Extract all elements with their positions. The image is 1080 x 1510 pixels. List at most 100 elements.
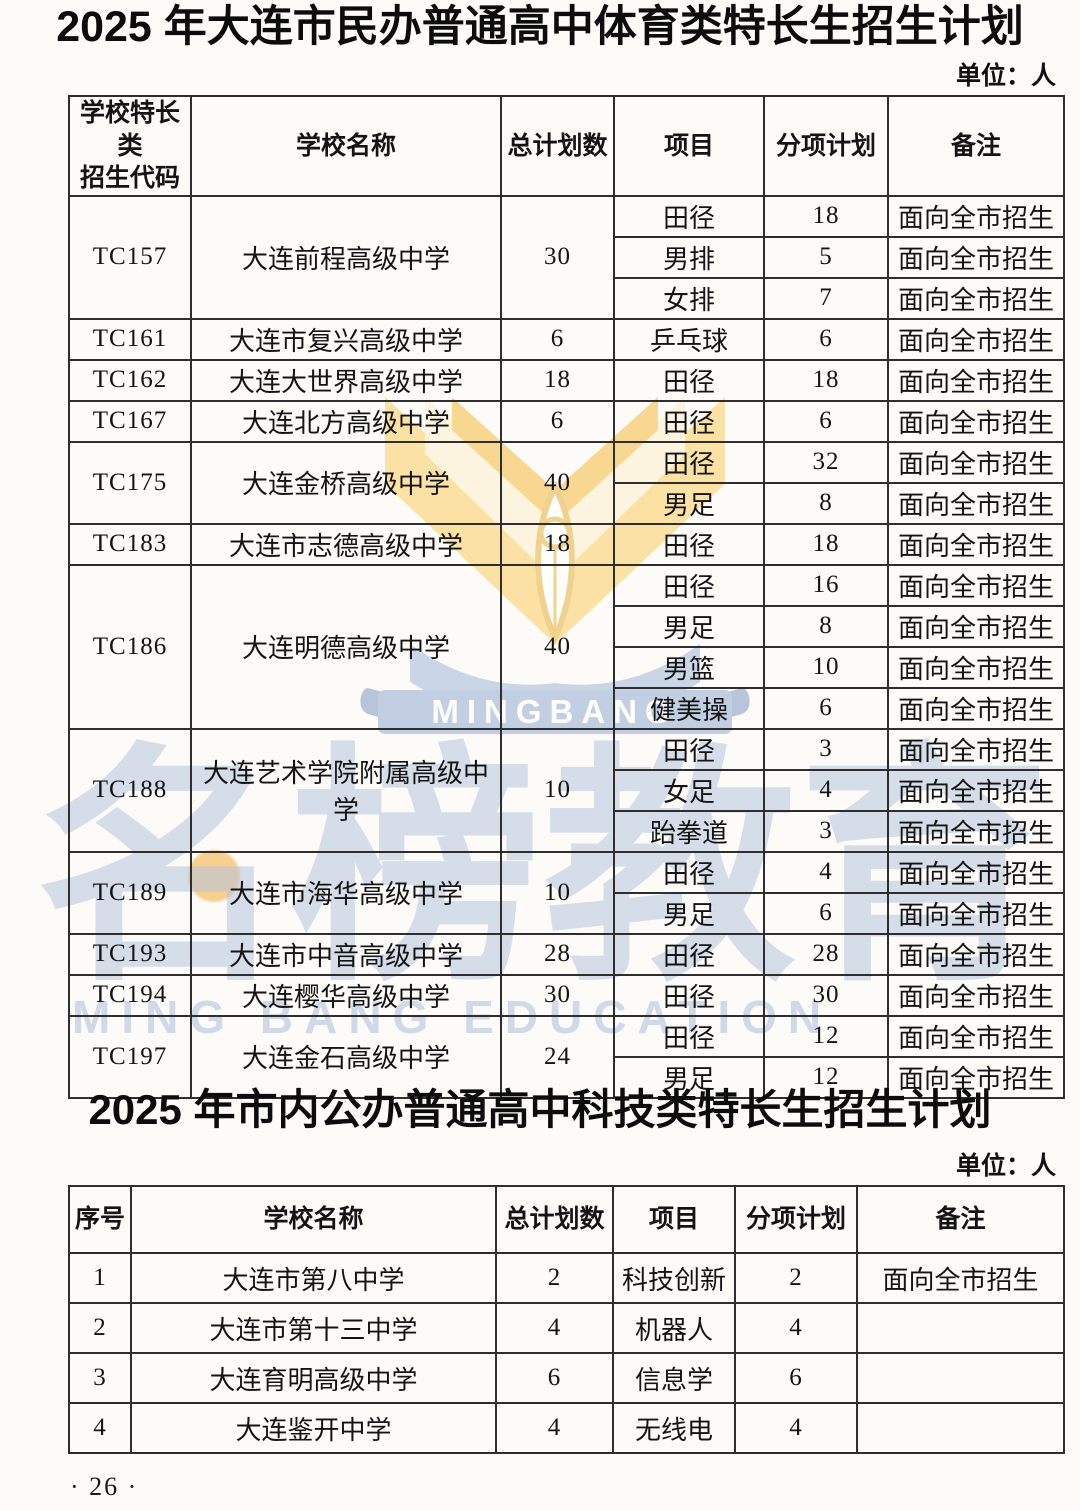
cell-school-name: 大连鉴开中学 <box>130 1402 497 1454</box>
cell-school-name: 大连金桥高级中学 <box>190 440 502 525</box>
table-row: TC157 大连前程高级中学 30 田径 18 面向全市招生 <box>68 194 1065 320</box>
cell-remark: 面向全市招生 <box>887 604 1065 648</box>
cell-sub-plan: 4 <box>734 1302 858 1354</box>
cell-sub-plan: 8 <box>763 481 889 525</box>
cell-remark: 面向全市招生 <box>887 440 1065 484</box>
cell-remark <box>856 1302 1065 1354</box>
cell-school-name: 大连前程高级中学 <box>190 194 502 320</box>
cell-sub-plan: 16 <box>763 563 889 607</box>
cell-school-code: TC183 <box>68 522 192 566</box>
cell-sub-plan: 18 <box>763 522 889 566</box>
sports-header-row: 学校特长类 招生代码 学校名称 总计划数 项目 分项计划 备注 <box>68 95 1065 197</box>
cell-sport: 乒乓球 <box>613 317 765 361</box>
cell-school-name: 大连育明高级中学 <box>130 1352 497 1404</box>
cell-school-name: 大连金石高级中学 <box>190 1014 502 1099</box>
cell-sub-plan: 12 <box>763 1055 889 1099</box>
cell-index: 3 <box>68 1352 132 1404</box>
cell-total-plan: 28 <box>500 932 615 976</box>
table-row: TC183 大连市志德高级中学 18 田径 18 面向全市招生 <box>68 522 1065 566</box>
cell-remark: 面向全市招生 <box>887 850 1065 894</box>
cell-total-plan: 40 <box>500 563 615 730</box>
cell-sport: 田径 <box>613 399 765 443</box>
cell-sport: 田径 <box>613 563 765 607</box>
unit-label-tech: 单位：人 <box>955 1152 1056 1180</box>
cell-remark: 面向全市招生 <box>887 1014 1065 1058</box>
cell-sub-plan: 10 <box>763 645 889 689</box>
cell-school-name: 大连明德高级中学 <box>190 563 502 730</box>
sports-plan-table: 学校特长类 招生代码 学校名称 总计划数 项目 分项计划 备注 TC157 大连前程高级中学… <box>68 95 1065 1099</box>
column-header: 总计划数 <box>500 95 615 197</box>
cell-sport: 田径 <box>613 932 765 976</box>
cell-sub-plan: 4 <box>734 1402 858 1454</box>
cell-school-name: 大连市复兴高级中学 <box>190 317 502 361</box>
table-row: TC194 大连樱华高级中学 30 田径 30 面向全市招生 <box>68 973 1065 1017</box>
cell-school-code: TC167 <box>68 399 192 443</box>
cell-school-name: 大连樱华高级中学 <box>190 973 502 1017</box>
cell-sport: 健美操 <box>613 686 765 730</box>
table-row: 1 大连市第八中学 2 科技创新 2 面向全市招生 <box>68 1252 1065 1304</box>
cell-sport: 田径 <box>613 194 765 238</box>
cell-total-plan: 10 <box>500 850 615 935</box>
cell-sub-plan: 4 <box>763 850 889 894</box>
table-row: 4 大连鉴开中学 4 无线电 4 <box>68 1402 1065 1454</box>
cell-school-code: TC162 <box>68 358 192 402</box>
cell-total-plan: 6 <box>500 399 615 443</box>
cell-remark: 面向全市招生 <box>887 522 1065 566</box>
cell-remark: 面向全市招生 <box>887 727 1065 771</box>
cell-school-name: 大连大世界高级中学 <box>190 358 502 402</box>
cell-sport: 男足 <box>613 604 765 648</box>
cell-sport: 男篮 <box>613 645 765 689</box>
cell-school-name: 大连市第八中学 <box>130 1252 497 1304</box>
cell-sub-plan: 3 <box>763 809 889 853</box>
cell-index: 4 <box>68 1402 132 1454</box>
cell-remark: 面向全市招生 <box>887 1055 1065 1099</box>
cell-remark: 面向全市招生 <box>887 563 1065 607</box>
cell-sub-plan: 2 <box>734 1252 858 1304</box>
table-row: TC186 大连明德高级中学 40 田径 16 面向全市招生 <box>68 563 1065 730</box>
cell-index: 1 <box>68 1252 132 1304</box>
cell-sub-plan: 28 <box>763 932 889 976</box>
cell-sub-plan: 4 <box>763 768 889 812</box>
cell-sport: 田径 <box>613 727 765 771</box>
cell-remark: 面向全市招生 <box>887 358 1065 402</box>
cell-total-plan: 30 <box>500 194 615 320</box>
column-header: 总计划数 <box>495 1185 614 1254</box>
cell-school-name: 大连市志德高级中学 <box>190 522 502 566</box>
cell-sub-plan: 6 <box>763 686 889 730</box>
cell-school-name: 大连市中音高级中学 <box>190 932 502 976</box>
cell-sub-plan: 6 <box>763 317 889 361</box>
cell-school-code: TC197 <box>68 1014 192 1099</box>
table-row: 女足 4 面向全市招生 <box>69 768 1065 812</box>
cell-project: 科技创新 <box>612 1252 736 1304</box>
cell-total-plan: 2 <box>495 1252 614 1304</box>
cell-sub-plan: 3 <box>763 727 889 771</box>
tech-plan-table: 序号 学校名称 总计划数 项目 分项计划 备注 1 大连市第八中学 2 科技创新 2 面向全市招生 2… <box>68 1185 1065 1454</box>
cell-project: 无线电 <box>612 1402 736 1454</box>
cell-school-code: TC186 <box>68 563 192 730</box>
cell-sport: 田径 <box>613 358 765 402</box>
cell-total-plan: 30 <box>500 973 615 1017</box>
table-row: TC162 大连大世界高级中学 18 田径 18 面向全市招生 <box>68 358 1065 402</box>
column-header: 项目 <box>613 95 765 197</box>
cell-school-code: TC175 <box>68 440 192 525</box>
unit-label-sports: 单位：人 <box>955 62 1056 90</box>
cell-school-name: 大连艺术学院附属高级中学 <box>190 727 502 853</box>
cell-sub-plan: 6 <box>763 891 889 935</box>
column-header: 学校名称 <box>130 1185 497 1254</box>
cell-total-plan: 40 <box>500 440 615 525</box>
cell-remark: 面向全市招生 <box>887 399 1065 443</box>
cell-school-name: 大连北方高级中学 <box>190 399 502 443</box>
cell-sub-plan: 12 <box>763 1014 889 1058</box>
column-header: 备注 <box>856 1185 1065 1254</box>
cell-remark: 面向全市招生 <box>887 194 1065 238</box>
cell-school-code: TC189 <box>68 850 192 935</box>
cell-remark: 面向全市招生 <box>887 973 1065 1017</box>
cell-sub-plan: 32 <box>763 440 889 484</box>
cell-total-plan: 6 <box>495 1352 614 1404</box>
cell-sub-plan: 18 <box>763 194 889 238</box>
table-row: TC161 大连市复兴高级中学 6 乒乓球 6 面向全市招生 <box>68 317 1065 361</box>
tech-table-body: 1 大连市第八中学 2 科技创新 2 面向全市招生 2 大连市第十三中学 4 机器人 4 3 大连育明高… <box>68 1252 1065 1454</box>
table-row: TC188 大连艺术学院附属高级中学 10 田径 3 面向全市招生 <box>68 727 1065 853</box>
cell-remark <box>856 1402 1065 1454</box>
